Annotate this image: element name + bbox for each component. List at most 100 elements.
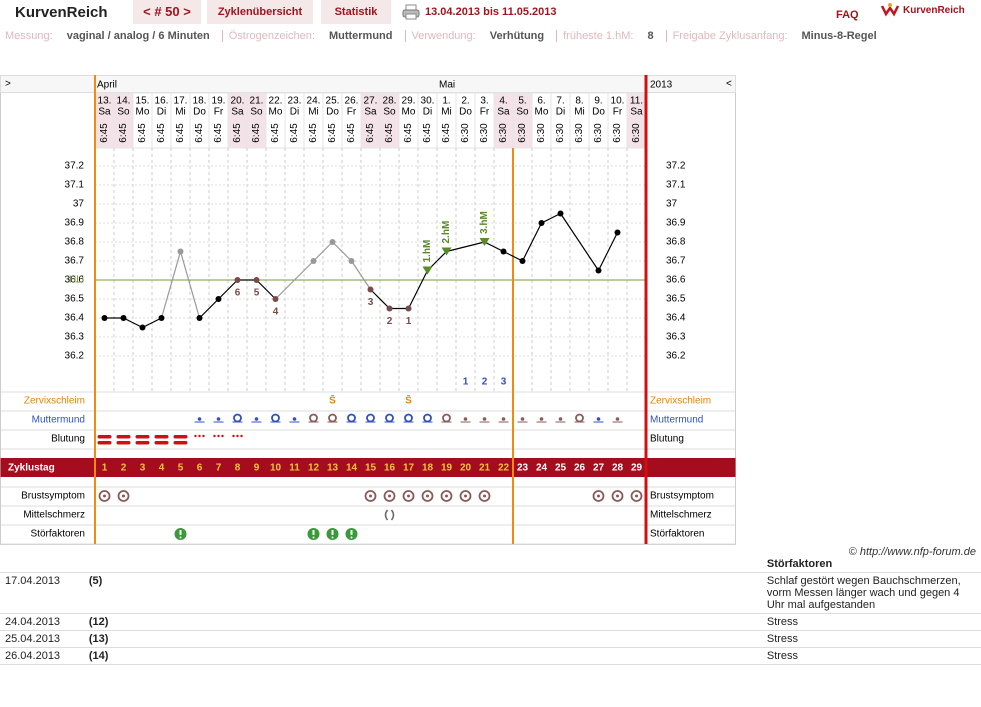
row-label: Blutung xyxy=(650,434,684,445)
row-label: Muttermund xyxy=(32,415,85,426)
temperature-point xyxy=(253,277,260,283)
y-tick-label: 36.9 xyxy=(65,218,85,229)
temperature-segment xyxy=(521,222,543,262)
breast-icon xyxy=(364,490,377,502)
row-label: Störfaktoren xyxy=(31,529,85,540)
temperature-point xyxy=(441,247,452,256)
bleeding-icon xyxy=(116,435,131,439)
row-label: Mittelschmerz xyxy=(650,510,712,521)
weekday-label: Sa xyxy=(497,107,510,118)
cervix-icon xyxy=(292,417,297,421)
weekday-label: Sa xyxy=(231,107,244,118)
date-label: 5. xyxy=(518,96,526,107)
time-label: 6:30 xyxy=(593,123,604,143)
cycle-day: 21 xyxy=(479,463,491,474)
cycle-day: 10 xyxy=(270,463,282,474)
table-row: 26.04.2013 (14) Stress xyxy=(0,647,981,665)
cycle-day: 6 xyxy=(197,463,203,474)
row-label: Störfaktoren xyxy=(650,529,704,540)
print-icon[interactable] xyxy=(402,4,420,20)
time-label: 6:45 xyxy=(289,123,300,143)
row-label: Muttermund xyxy=(650,415,703,426)
cervix-icon xyxy=(558,417,563,421)
date-label: 11. xyxy=(630,96,643,107)
setting-label: früheste 1.hM: xyxy=(556,30,634,42)
breast-icon xyxy=(611,490,624,502)
table-date: 25.04.2013 xyxy=(0,630,84,648)
temperature-point xyxy=(519,258,526,264)
cervix-icon xyxy=(575,413,584,423)
y-tick-label: 36.3 xyxy=(666,332,686,343)
disturbance-icon xyxy=(312,536,315,539)
date-label: 7. xyxy=(556,96,564,107)
weekday-label: Mo xyxy=(269,107,283,118)
cycle-day: 23 xyxy=(517,463,529,474)
brand-icon xyxy=(880,3,900,17)
cycle-day: 17 xyxy=(403,463,415,474)
cycle-day: 19 xyxy=(441,463,453,474)
weekday-label: Do xyxy=(326,107,339,118)
temperature-segment xyxy=(199,298,219,319)
cervix-count: 3 xyxy=(501,377,507,388)
time-label: 6:45 xyxy=(384,123,395,143)
cycle-day: 27 xyxy=(593,463,605,474)
cycle-day: 3 xyxy=(140,463,146,474)
tab[interactable]: Statistik xyxy=(321,0,391,24)
weekday-label: Mo xyxy=(402,107,416,118)
cycle-day: 1 xyxy=(102,463,108,474)
spotting-icon xyxy=(202,434,205,438)
breast-icon xyxy=(592,490,605,502)
weekday-label: Mo xyxy=(535,107,549,118)
spotting-icon xyxy=(217,434,220,438)
y-tick-label: 36.6 xyxy=(666,275,686,286)
cycle-day: 7 xyxy=(216,463,222,474)
temperature-point xyxy=(329,239,336,245)
weekday-label: Sa xyxy=(98,107,111,118)
time-label: 6:30 xyxy=(631,123,642,143)
cervix-count: 1 xyxy=(463,377,469,388)
date-label: 29. xyxy=(402,96,416,107)
cervix-icon xyxy=(596,417,601,421)
y-tick-label: 37.1 xyxy=(666,180,686,191)
table-date: 26.04.2013 xyxy=(0,647,84,665)
time-label: 6:30 xyxy=(574,123,585,143)
logo[interactable]: KurvenReich xyxy=(15,4,108,21)
temperature-point xyxy=(386,305,393,312)
date-label: 13. xyxy=(98,96,112,107)
cycle-day: 2 xyxy=(121,463,127,474)
y-tick-label: 36.5 xyxy=(666,294,686,305)
cover-line-label: HLi xyxy=(69,275,84,286)
breast-icon xyxy=(407,494,410,498)
time-label: 6:45 xyxy=(175,123,186,143)
table-text: Stress xyxy=(761,630,981,648)
temperature-point xyxy=(538,220,545,226)
cervix-icon xyxy=(482,417,487,421)
cervix-icon xyxy=(254,417,259,421)
breast-icon xyxy=(597,494,600,498)
y-tick-label: 36.7 xyxy=(666,256,686,267)
year-label: 2013 xyxy=(650,80,673,91)
date-label: 16. xyxy=(155,96,169,107)
high-label: 1.hM xyxy=(422,240,433,263)
temperature-point xyxy=(595,267,602,274)
temperature-segment xyxy=(597,232,619,271)
date-label: 24. xyxy=(307,96,321,107)
spotting-icon xyxy=(198,434,201,438)
temperature-segment xyxy=(256,279,276,300)
setting-label: Freigabe Zyklusanfang: xyxy=(665,30,788,42)
time-label: 6:30 xyxy=(555,123,566,143)
bleeding-icon xyxy=(173,435,188,439)
breast-icon xyxy=(478,490,491,502)
temperature-point xyxy=(500,248,507,255)
brand[interactable]: KurvenReich xyxy=(903,5,965,16)
mucus-mark: S̄ xyxy=(329,394,336,406)
weekday-label: Fr xyxy=(480,107,490,118)
bleeding-icon xyxy=(154,435,169,439)
breast-icon xyxy=(117,490,130,502)
mucus-mark: S̄ xyxy=(405,394,412,406)
tab[interactable]: Zyklenübersicht xyxy=(207,0,313,24)
cycle-nav[interactable]: < # 50 > xyxy=(133,0,201,24)
time-label: 6:45 xyxy=(118,123,129,143)
faq-link[interactable]: FAQ xyxy=(836,9,859,21)
table-row: 24.04.2013 (12) Stress xyxy=(0,613,981,631)
